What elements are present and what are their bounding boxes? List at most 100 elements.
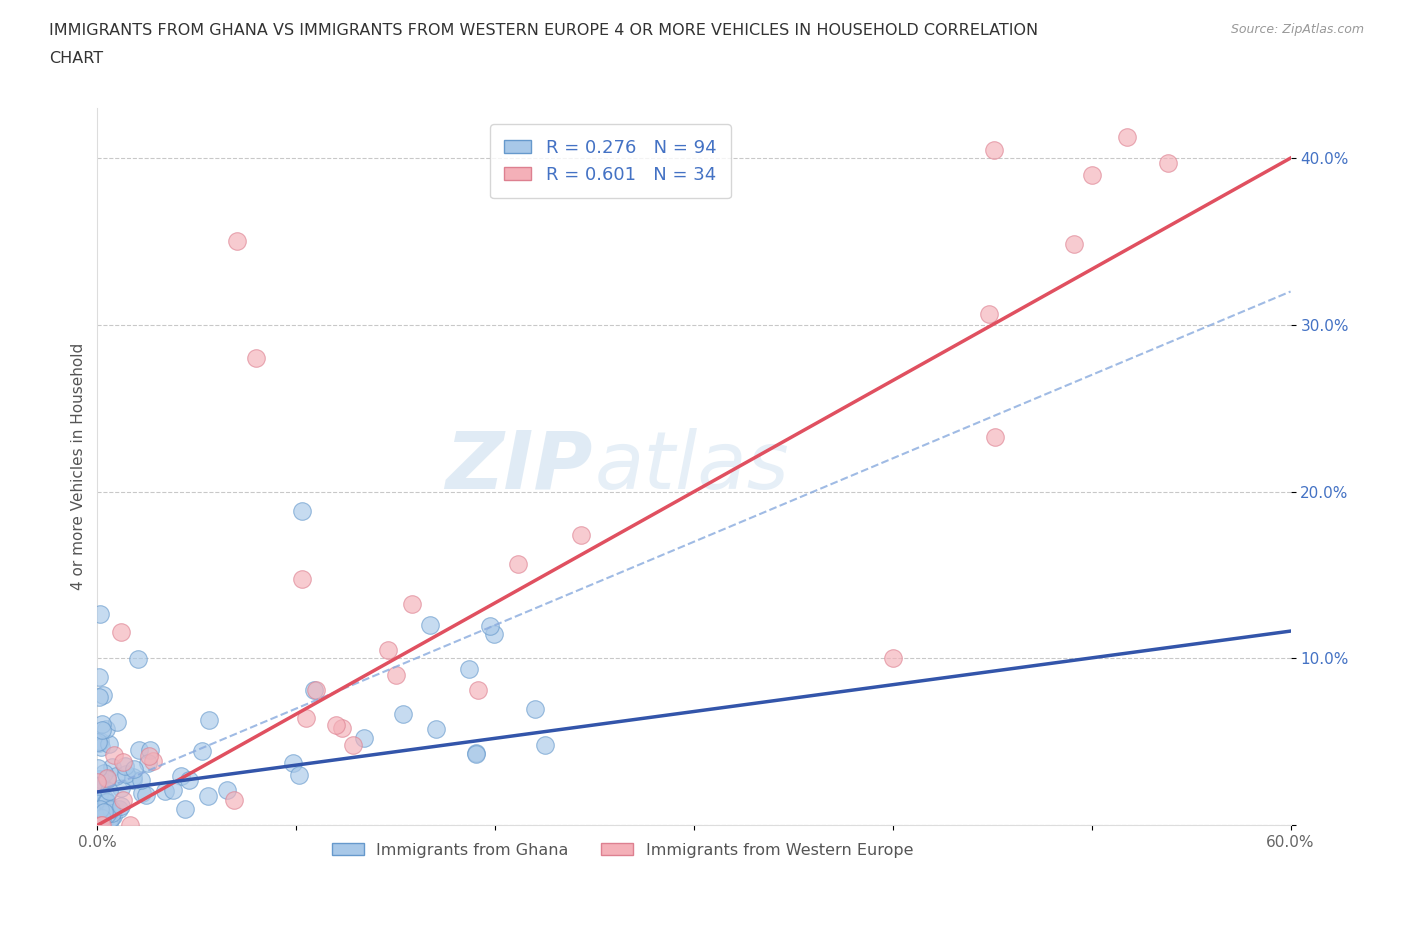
Point (105, 714, 128, 729)
Point (131, 773, 153, 788)
Point (425, 722, 447, 737)
Point (87, 790, 110, 805)
Text: Source: ZipAtlas.com: Source: ZipAtlas.com (1230, 23, 1364, 36)
Point (245, 351, 267, 365)
Point (1080, 167, 1102, 182)
Y-axis label: 4 or more Vehicles in Household: 4 or more Vehicles in Household (72, 343, 86, 591)
Point (96, 772, 118, 787)
Point (98, 802, 121, 817)
Point (93, 765, 115, 780)
Point (96, 794, 118, 809)
Point (96, 770, 118, 785)
Text: atlas: atlas (595, 428, 789, 506)
Point (87, 735, 110, 750)
Point (90, 776, 112, 790)
Point (121, 769, 143, 784)
Point (294, 711, 316, 725)
Point (90, 717, 112, 732)
Point (91, 812, 114, 827)
Point (305, 683, 328, 698)
Point (325, 718, 347, 733)
Point (170, 768, 193, 783)
Point (983, 142, 1005, 157)
Point (87, 690, 110, 705)
Point (465, 745, 488, 760)
Point (139, 742, 162, 757)
Point (87, 778, 110, 793)
Point (222, 792, 245, 807)
Point (465, 747, 488, 762)
Point (94, 794, 117, 809)
Point (506, 557, 529, 572)
Point (103, 748, 125, 763)
Point (128, 743, 150, 758)
Point (89, 814, 111, 829)
Point (198, 712, 221, 727)
Point (93, 814, 115, 829)
Point (90, 740, 112, 755)
Point (96, 807, 118, 822)
Point (107, 802, 129, 817)
Point (86, 775, 108, 790)
Point (115, 766, 138, 781)
Point (100, 801, 122, 816)
Point (136, 756, 159, 771)
Point (467, 683, 489, 698)
Point (120, 817, 142, 832)
Point (96, 801, 118, 816)
Point (225, 234, 247, 249)
Point (291, 571, 314, 586)
Point (89, 801, 111, 816)
Point (89, 815, 111, 830)
Text: IMMIGRANTS FROM GHANA VS IMMIGRANTS FROM WESTERN EUROPE 4 OR MORE VEHICLES IN HO: IMMIGRANTS FROM GHANA VS IMMIGRANTS FROM… (49, 23, 1039, 38)
Point (90, 797, 112, 812)
Point (93, 792, 115, 807)
Point (302, 683, 325, 698)
Point (89, 807, 111, 822)
Point (110, 799, 132, 814)
Point (87, 805, 110, 820)
Point (291, 504, 314, 519)
Point (114, 759, 136, 774)
Point (1115, 129, 1137, 144)
Point (190, 744, 212, 759)
Point (162, 783, 184, 798)
Point (122, 762, 145, 777)
Point (882, 651, 904, 666)
Point (122, 772, 145, 787)
Point (401, 596, 423, 611)
Point (94, 806, 117, 821)
Point (1063, 236, 1085, 251)
Point (89, 802, 111, 817)
Point (977, 307, 1000, 322)
Point (142, 753, 165, 768)
Point (127, 651, 149, 666)
Point (110, 781, 132, 796)
Point (111, 754, 134, 769)
Point (87, 787, 110, 802)
Point (89, 771, 111, 786)
Point (94, 722, 117, 737)
Point (93, 805, 115, 820)
Point (391, 707, 413, 722)
Point (86, 797, 108, 812)
Point (215, 783, 238, 798)
Point (135, 788, 157, 803)
Point (101, 760, 124, 775)
Point (478, 618, 501, 633)
Point (984, 430, 1007, 445)
Point (90, 817, 112, 832)
Text: CHART: CHART (49, 51, 103, 66)
Point (89, 734, 111, 749)
Point (1157, 155, 1180, 170)
Point (197, 789, 219, 804)
Point (86, 761, 108, 776)
Point (342, 737, 364, 752)
Point (330, 721, 353, 736)
Point (90, 723, 112, 737)
Point (153, 784, 176, 799)
Point (179, 772, 201, 787)
Point (173, 801, 195, 816)
Point (89, 736, 111, 751)
Point (100, 811, 122, 826)
